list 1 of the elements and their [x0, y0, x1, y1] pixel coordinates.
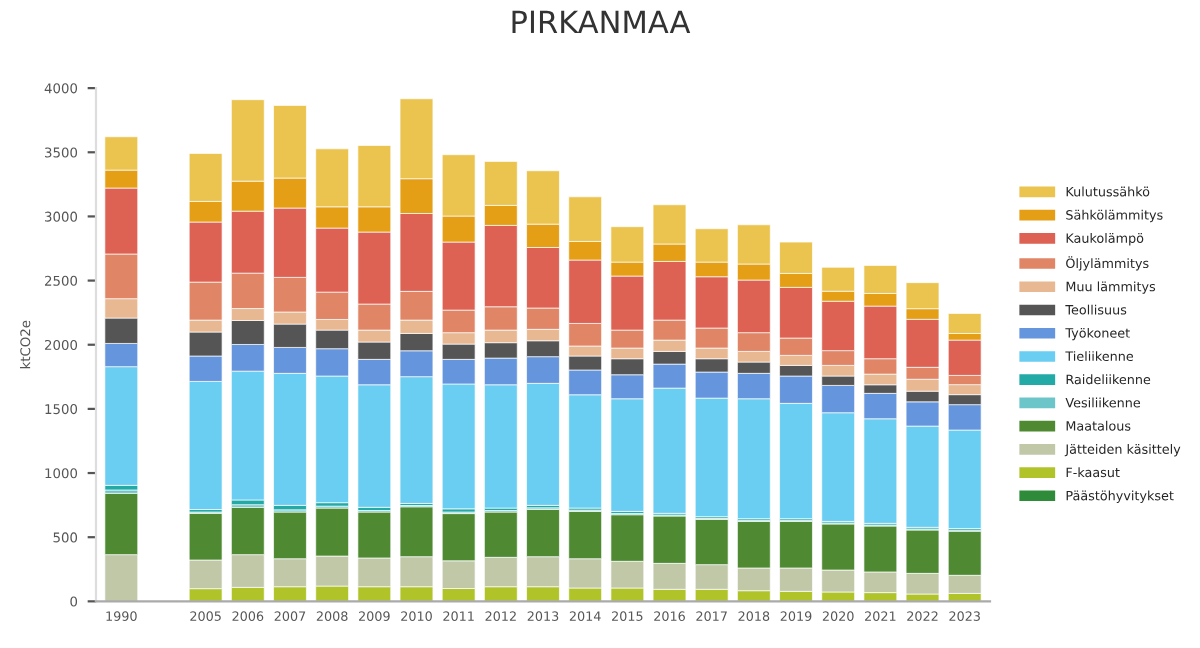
chart-title: PIRKANMAA [512, 10, 691, 33]
